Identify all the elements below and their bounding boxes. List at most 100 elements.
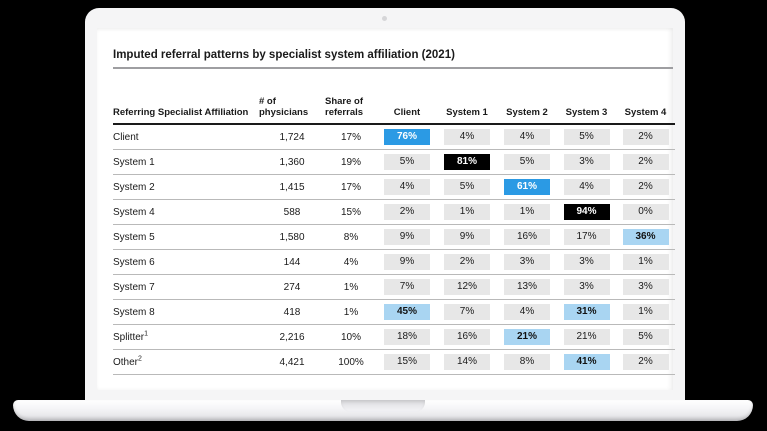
row-affiliation: System 5 <box>113 231 155 243</box>
pct-pill: 81% <box>444 154 490 170</box>
table-row: Client 1,724 17% 76% 4% 4% 5% 2% <box>113 124 675 150</box>
pct-pill: 1% <box>504 204 550 220</box>
row-physicians: 144 <box>259 249 325 275</box>
table-row: System 7 274 1% 7% 12% 13% 3% 3% <box>113 274 675 300</box>
pct-pill: 2% <box>622 129 669 145</box>
pct-pill: 7% <box>384 279 430 295</box>
pct-pill: 61% <box>504 179 550 195</box>
row-affiliation: System 8 <box>113 306 155 318</box>
table-body: Client 1,724 17% 76% 4% 4% 5% 2% System … <box>113 124 675 375</box>
pct-pill: 3% <box>504 254 550 270</box>
pct-pill: 12% <box>444 279 490 295</box>
laptop-bezel: Imputed referral patterns by specialist … <box>85 8 685 400</box>
row-share: 15% <box>325 199 377 225</box>
col-header-client: Client <box>377 75 437 125</box>
row-share: 17% <box>325 124 377 150</box>
pct-pill: 4% <box>384 179 430 195</box>
row-footnote-sup: 2 <box>138 355 142 363</box>
pct-pill: 9% <box>444 229 490 245</box>
pct-pill: 36% <box>622 229 669 245</box>
pct-pill: 5% <box>504 154 550 170</box>
row-affiliation: System 7 <box>113 281 155 293</box>
row-affiliation: System 4 <box>113 206 155 218</box>
pct-pill: 7% <box>444 304 490 320</box>
pct-pill: 9% <box>384 229 430 245</box>
pct-pill: 45% <box>384 304 430 320</box>
referral-table: Referring Specialist Affiliation # of ph… <box>113 75 675 375</box>
row-share: 19% <box>325 149 377 175</box>
title-divider <box>113 67 673 69</box>
pct-pill: 4% <box>563 179 610 195</box>
table-header: Referring Specialist Affiliation # of ph… <box>113 75 675 125</box>
table-row: System 5 1,580 8% 9% 9% 16% 17% 36% <box>113 224 675 250</box>
pct-pill: 2% <box>622 354 669 370</box>
pct-pill: 16% <box>504 229 550 245</box>
row-share: 17% <box>325 174 377 200</box>
row-physicians: 2,216 <box>259 324 325 350</box>
pct-pill: 21% <box>504 329 550 345</box>
col-header-system4: System 4 <box>616 75 675 125</box>
pct-pill: 5% <box>563 129 610 145</box>
table-row: System 4 588 15% 2% 1% 1% 94% 0% <box>113 199 675 225</box>
row-physicians: 274 <box>259 274 325 300</box>
pct-pill: 1% <box>622 304 669 320</box>
table-row: System 6 144 4% 9% 2% 3% 3% 1% <box>113 249 675 275</box>
row-physicians: 1,580 <box>259 224 325 250</box>
col-header-system3: System 3 <box>557 75 616 125</box>
pct-pill: 18% <box>384 329 430 345</box>
col-header-system1: System 1 <box>437 75 497 125</box>
row-share: 8% <box>325 224 377 250</box>
pct-pill: 41% <box>563 354 610 370</box>
pct-pill: 31% <box>563 304 610 320</box>
row-physicians: 1,724 <box>259 124 325 150</box>
pct-pill: 2% <box>622 179 669 195</box>
pct-pill: 3% <box>563 154 610 170</box>
pct-pill: 5% <box>622 329 669 345</box>
pct-pill: 5% <box>384 154 430 170</box>
row-affiliation: System 6 <box>113 256 155 268</box>
pct-pill: 3% <box>563 279 610 295</box>
webcam-icon <box>382 16 387 21</box>
col-header-system2: System 2 <box>497 75 557 125</box>
pct-pill: 17% <box>563 229 610 245</box>
laptop-screen: Imputed referral patterns by specialist … <box>97 28 675 390</box>
pct-pill: 15% <box>384 354 430 370</box>
pct-pill: 8% <box>504 354 550 370</box>
table-row: Splitter1 2,216 10% 18% 16% 21% 21% 5% <box>113 324 675 350</box>
row-physicians: 4,421 <box>259 349 325 375</box>
row-physicians: 418 <box>259 299 325 325</box>
pct-pill: 16% <box>444 329 490 345</box>
pct-pill: 1% <box>622 254 669 270</box>
row-affiliation: System 1 <box>113 156 155 168</box>
row-share: 100% <box>325 349 377 375</box>
pct-pill: 1% <box>444 204 490 220</box>
table-row: System 8 418 1% 45% 7% 4% 31% 1% <box>113 299 675 325</box>
pct-pill: 76% <box>384 129 430 145</box>
col-header-physicians: # of physicians <box>259 75 325 125</box>
pct-pill: 2% <box>622 154 669 170</box>
pct-pill: 21% <box>563 329 610 345</box>
row-footnote-sup: 1 <box>144 330 149 338</box>
pct-pill: 3% <box>622 279 669 295</box>
row-share: 10% <box>325 324 377 350</box>
pct-pill: 4% <box>504 129 550 145</box>
row-share: 1% <box>325 274 377 300</box>
pct-pill: 2% <box>384 204 430 220</box>
pct-pill: 4% <box>504 304 550 320</box>
row-affiliation: Splitter <box>113 331 145 343</box>
table-row: System 1 1,360 19% 5% 81% 5% 3% 2% <box>113 149 675 175</box>
row-physicians: 588 <box>259 199 325 225</box>
page-title: Imputed referral patterns by specialist … <box>113 49 455 61</box>
col-header-affiliation: Referring Specialist Affiliation <box>113 75 259 125</box>
row-share: 4% <box>325 249 377 275</box>
pct-pill: 13% <box>504 279 550 295</box>
pct-pill: 3% <box>563 254 610 270</box>
row-physicians: 1,360 <box>259 149 325 175</box>
row-affiliation: Client <box>113 131 139 143</box>
pct-pill: 9% <box>384 254 430 270</box>
laptop-base <box>13 400 753 421</box>
table-row: System 2 1,415 17% 4% 5% 61% 4% 2% <box>113 174 675 200</box>
col-header-share: Share of referrals <box>325 75 377 125</box>
row-affiliation: Other <box>113 356 139 368</box>
table-row: Other2 4,421 100% 15% 14% 8% 41% 2% <box>113 349 675 375</box>
